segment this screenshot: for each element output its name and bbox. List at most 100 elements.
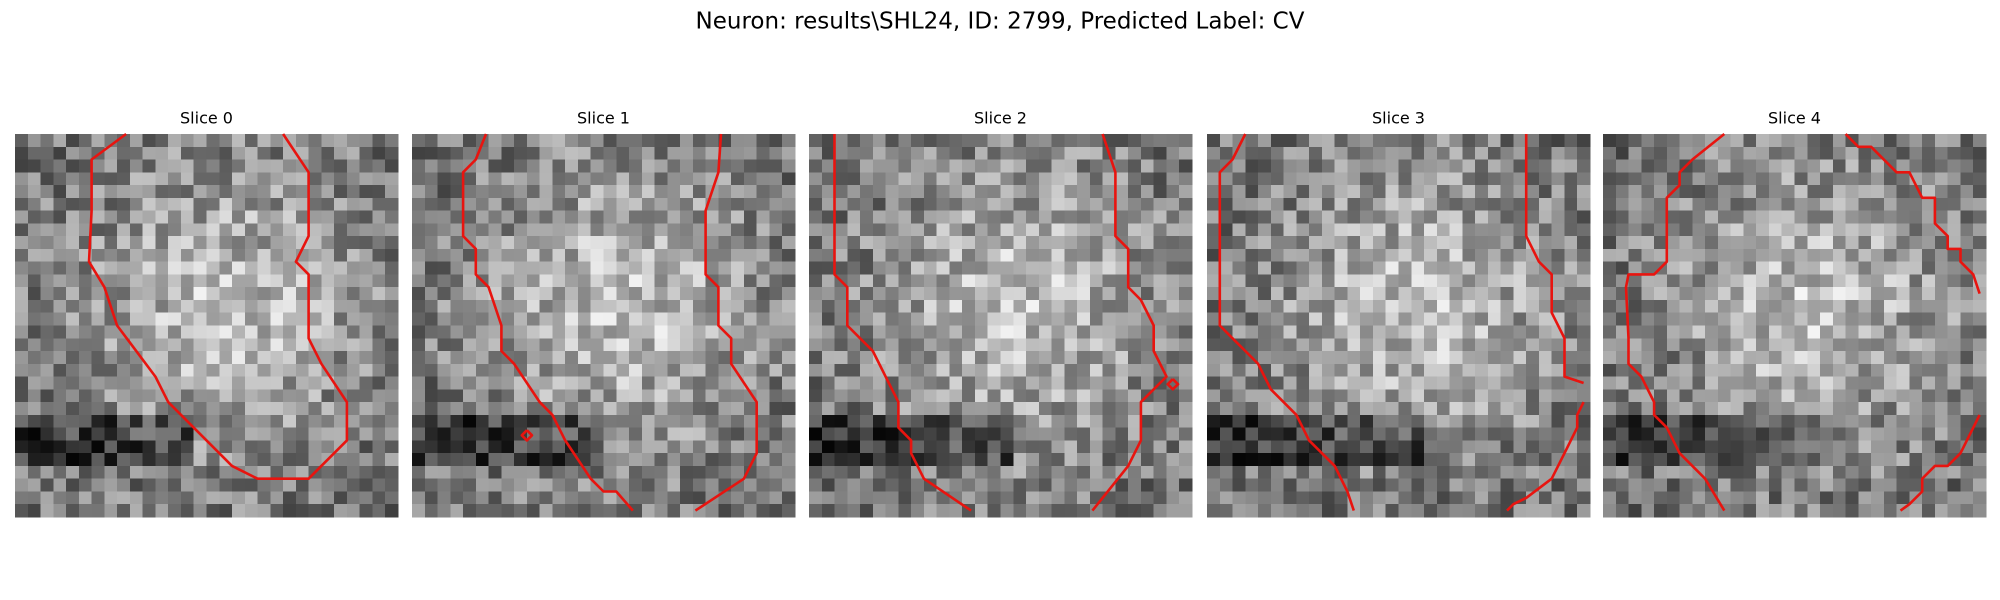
pixel — [1026, 491, 1040, 505]
pixel — [78, 210, 93, 224]
pixel — [1475, 197, 1489, 212]
pixel — [718, 338, 732, 352]
pixel — [1207, 146, 1221, 161]
pixel — [590, 453, 604, 467]
pixel — [1089, 185, 1104, 199]
pixel — [1845, 363, 1859, 378]
pixel — [334, 325, 348, 339]
pixel — [962, 325, 976, 339]
pixel — [117, 376, 131, 390]
pixel — [1475, 210, 1489, 224]
pixel — [1551, 414, 1565, 429]
pixel — [616, 478, 630, 492]
pixel — [283, 299, 297, 314]
pixel — [1360, 351, 1374, 365]
pixel — [898, 478, 912, 492]
pixel — [1038, 363, 1053, 378]
pixel — [78, 402, 93, 416]
pixel — [219, 274, 233, 288]
pixel — [1360, 427, 1374, 441]
pixel — [1730, 351, 1744, 365]
pixel — [1973, 197, 1987, 212]
pixel — [27, 236, 42, 250]
pixel — [1564, 223, 1578, 237]
pixel — [1513, 146, 1527, 161]
pixel — [1321, 172, 1336, 186]
pixel — [1628, 427, 1642, 441]
pixel — [232, 274, 246, 288]
pixel — [514, 402, 528, 416]
pixel — [590, 427, 604, 441]
pixel — [1896, 478, 1910, 492]
pixel — [1768, 351, 1783, 365]
pixel — [936, 312, 950, 326]
pixel — [91, 236, 105, 250]
pixel — [488, 427, 502, 441]
pixel — [1615, 210, 1630, 224]
pixel — [860, 312, 874, 326]
pixel — [1909, 210, 1923, 224]
pixel — [923, 287, 938, 301]
pixel — [821, 351, 836, 365]
pixel — [1820, 210, 1834, 224]
pixel — [1960, 376, 1974, 390]
pixel — [1896, 172, 1910, 186]
pixel — [334, 223, 348, 237]
pixel — [1705, 414, 1719, 429]
pixel — [475, 338, 490, 352]
pixel — [1321, 338, 1336, 352]
pixel — [1820, 440, 1834, 454]
pixel — [270, 504, 284, 518]
pixel — [667, 427, 681, 441]
pixel — [590, 325, 604, 339]
pixel — [1219, 287, 1234, 301]
pixel — [1513, 274, 1527, 288]
pixel — [1372, 134, 1387, 148]
pixel — [1398, 478, 1412, 492]
pixel — [923, 402, 938, 416]
pixel — [437, 338, 451, 352]
pixel — [1038, 236, 1053, 250]
pixel — [1845, 261, 1859, 275]
pixel — [923, 261, 938, 275]
pixel — [911, 351, 925, 365]
pixel — [1051, 159, 1065, 173]
pixel — [1051, 440, 1065, 454]
pixel — [1232, 210, 1246, 224]
pixel — [180, 287, 195, 301]
pixel — [168, 159, 182, 173]
pixel — [821, 414, 836, 429]
pixel — [1756, 261, 1770, 275]
pixel — [359, 414, 373, 429]
pixel — [91, 414, 105, 429]
pixel — [718, 440, 732, 454]
pixel — [1705, 185, 1719, 199]
pixel — [1115, 134, 1129, 148]
pixel — [756, 223, 770, 237]
pixel — [1615, 325, 1630, 339]
pixel — [40, 159, 54, 173]
pixel — [1781, 453, 1795, 467]
pixel — [193, 504, 207, 518]
pixel — [1603, 389, 1617, 403]
pixel — [1347, 402, 1361, 416]
pixel — [1077, 504, 1091, 518]
pixel — [1232, 236, 1246, 250]
pixel — [680, 491, 694, 505]
pixel — [1334, 453, 1348, 467]
pixel — [1128, 414, 1142, 429]
pixel — [219, 363, 233, 378]
pixel — [1385, 146, 1399, 161]
pixel — [437, 172, 451, 186]
pixel — [385, 210, 399, 224]
pixel — [911, 338, 925, 352]
pixel — [1140, 478, 1155, 492]
pixel — [1398, 440, 1412, 454]
pixel — [949, 236, 963, 250]
pixel — [1551, 427, 1565, 441]
pixel — [1102, 248, 1116, 263]
pixel — [66, 376, 80, 390]
pixel — [590, 376, 604, 390]
pixel — [1934, 427, 1949, 441]
pixel — [1679, 134, 1693, 148]
